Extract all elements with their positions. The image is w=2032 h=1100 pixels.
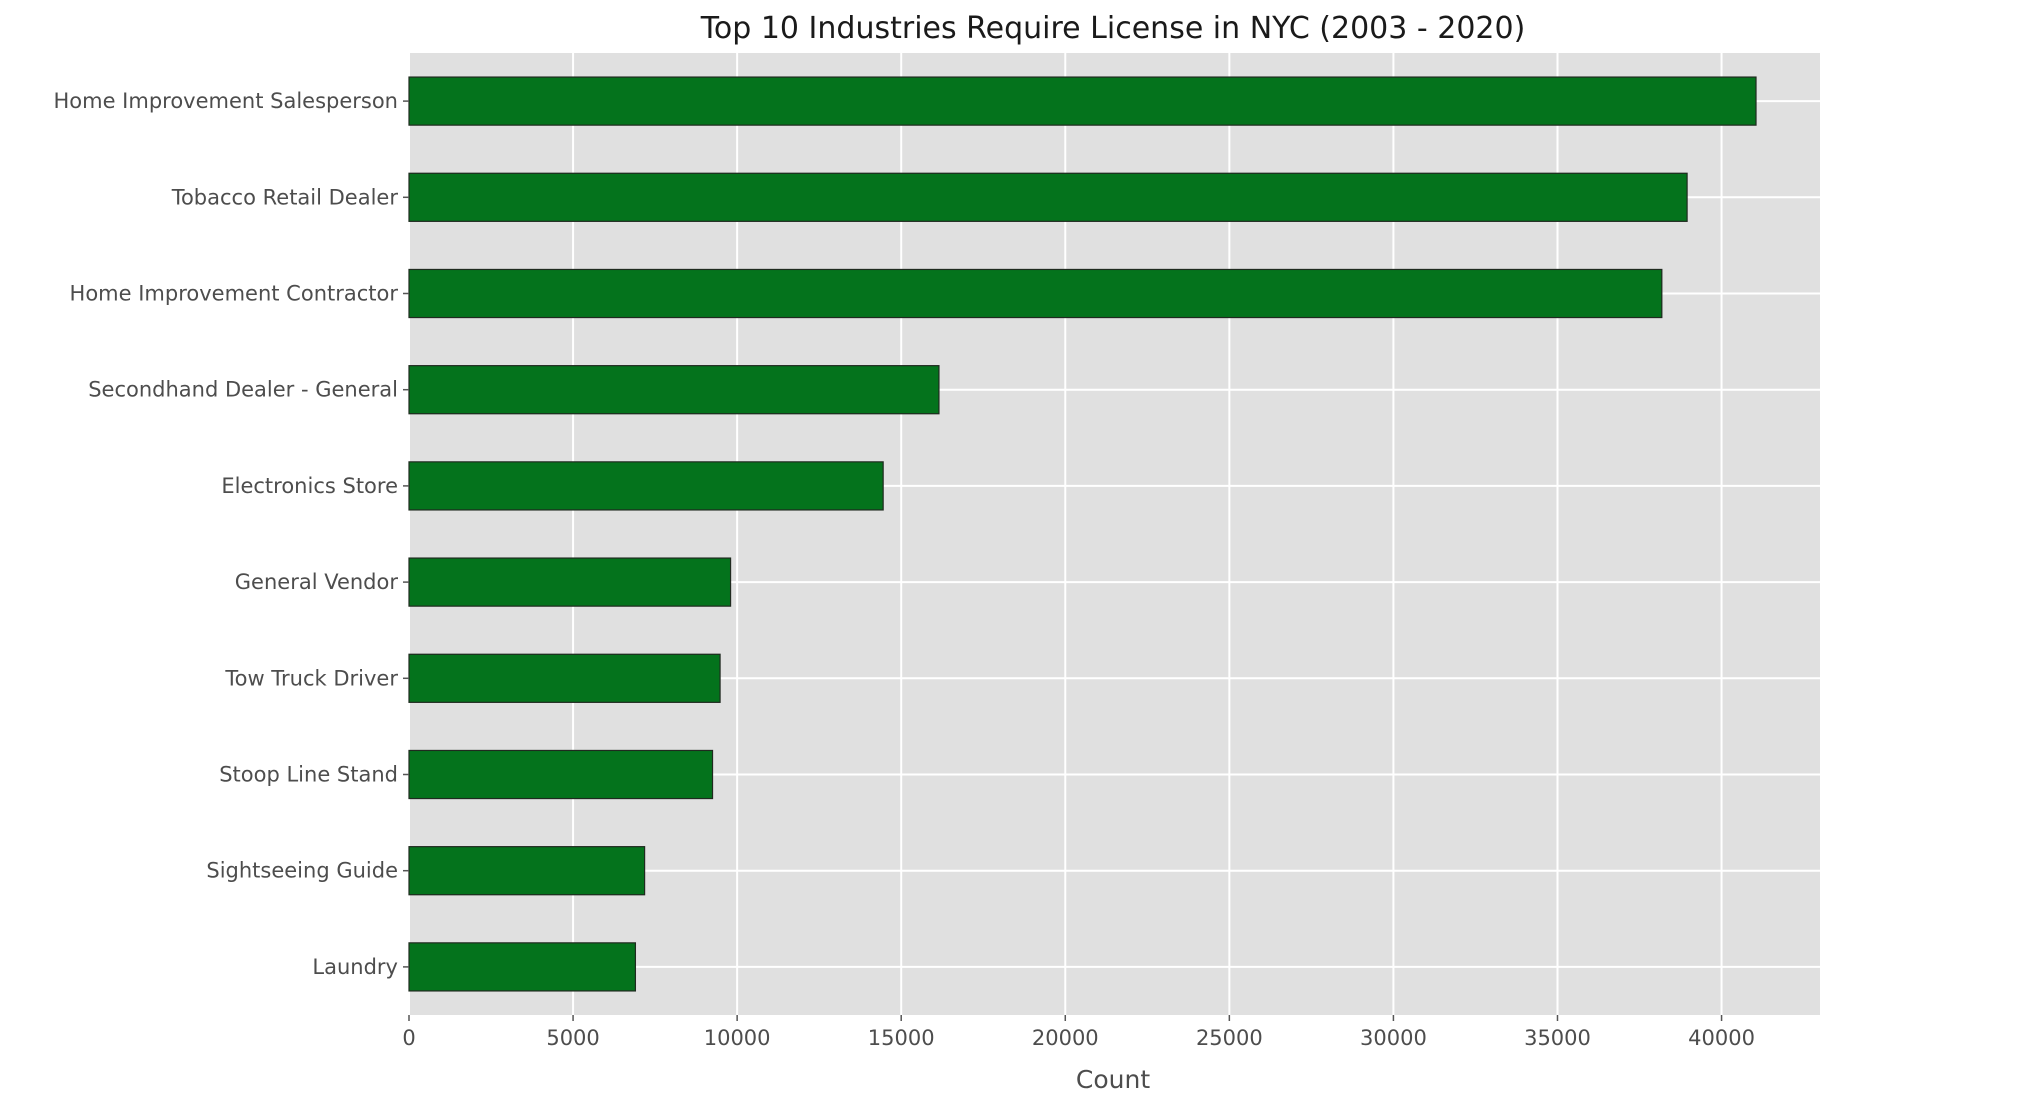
bars — [408, 76, 1757, 992]
x-tick-label: 25000 — [1196, 1026, 1263, 1050]
y-tick-label: Laundry — [312, 955, 398, 979]
x-tick-label: 30000 — [1360, 1026, 1427, 1050]
y-tick-label: Secondhand Dealer - General — [88, 378, 398, 402]
x-tick-label: 5000 — [546, 1026, 599, 1050]
x-tick-label: 10000 — [704, 1026, 771, 1050]
x-tick-label: 40000 — [1688, 1026, 1755, 1050]
bar-secondhand-dealer-general — [408, 365, 940, 415]
y-tick-label: Home Improvement Contractor — [70, 282, 399, 306]
x-tick-label: 20000 — [1032, 1026, 1099, 1050]
y-tick-label: Electronics Store — [221, 474, 398, 498]
y-tick-label: Stoop Line Stand — [219, 763, 398, 787]
bar-laundry — [408, 942, 637, 992]
x-tick-label: 0 — [402, 1026, 415, 1050]
y-tick-label: Home Improvement Salesperson — [53, 89, 398, 113]
bar-tow-truck-driver — [408, 653, 721, 703]
x-tick-labels: 0 5000 10000 15000 20000 25000 30000 35000 40000 — [402, 1015, 1755, 1050]
x-tick-label: 15000 — [868, 1026, 935, 1050]
x-axis-label: Count — [1076, 1065, 1150, 1094]
y-tick-label: General Vendor — [235, 570, 399, 594]
bar-general-vendor — [408, 557, 732, 607]
bar-tobacco-retail-dealer — [408, 172, 1688, 222]
chart-title: Top 10 Industries Require License in NYC… — [700, 11, 1526, 46]
x-tick-label: 35000 — [1524, 1026, 1591, 1050]
bar-home-improvement-salesperson — [408, 76, 1757, 126]
y-tick-label: Tobacco Retail Dealer — [171, 185, 399, 209]
y-tick-label: Tow Truck Driver — [224, 666, 398, 690]
y-tick-label: Sightseeing Guide — [206, 859, 398, 883]
bar-sightseeing-guide — [408, 846, 646, 896]
y-tick-labels: Home Improvement Salesperson Tobacco Reta… — [53, 89, 409, 979]
bar-electronics-store — [408, 461, 884, 511]
bar-stoop-line-stand — [408, 749, 714, 800]
bar-home-improvement-contractor — [408, 268, 1663, 319]
